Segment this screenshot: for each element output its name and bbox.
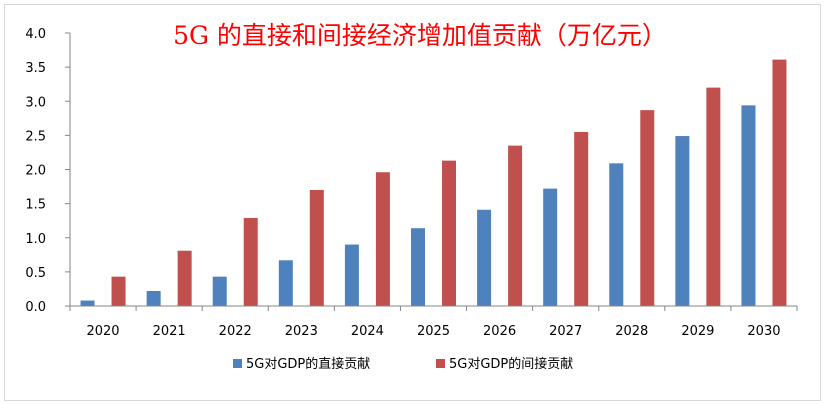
y-tick-label: 0.5 [25, 266, 46, 281]
legend-label-indirect: 5G对GDP的间接贡献 [449, 356, 573, 372]
legend-swatch-indirect [436, 359, 445, 368]
bar-direct [543, 188, 558, 306]
bars-layer [80, 59, 787, 307]
y-tick-label: 2.0 [25, 164, 46, 179]
bar-indirect [309, 189, 324, 306]
bar-direct [146, 290, 161, 306]
x-tick-label: 2024 [351, 324, 384, 339]
bar-indirect [706, 87, 721, 306]
y-tick-label: 3.0 [25, 95, 46, 110]
x-tick-label: 2022 [219, 324, 252, 339]
bar-indirect [243, 217, 258, 306]
x-tick-label: 2029 [681, 324, 714, 339]
bar-direct [411, 228, 425, 306]
legend-label-direct: 5G对GDP的直接贡献 [246, 356, 370, 372]
bar-indirect [772, 59, 787, 307]
bar-direct [344, 244, 359, 306]
bar-indirect [640, 110, 655, 306]
bar-indirect [442, 160, 456, 306]
y-tick-label: 0.0 [25, 300, 46, 315]
y-tick-label: 4.0 [25, 27, 46, 42]
x-tick-label: 2023 [285, 324, 318, 339]
x-tick-label: 2030 [747, 324, 780, 339]
bar-indirect [375, 172, 390, 306]
bar-direct [278, 260, 293, 306]
y-tick-label: 1.5 [25, 198, 46, 213]
y-tick-label: 1.0 [25, 232, 46, 247]
x-tick-label: 2026 [483, 324, 516, 339]
bar-direct [80, 300, 95, 306]
x-tick-label: 2025 [417, 324, 450, 339]
bar-direct [212, 276, 227, 306]
x-tick-label: 2021 [153, 324, 186, 339]
chart-title: 5G 的直接和间接经济增加值贡献（万亿元） [173, 21, 667, 50]
legend-swatch-direct [233, 359, 242, 368]
bar-indirect [508, 145, 523, 306]
bar-indirect [574, 131, 589, 306]
axes-layer: 0.0 0.5 1.0 1.5 2.0 2.5 3.0 3.5 4.0 2020 2021 2022 2… [25, 27, 798, 339]
bar-direct [741, 105, 756, 306]
y-tick-label: 2.5 [25, 129, 46, 144]
bar-indirect [111, 276, 126, 306]
y-tick-label: 3.5 [25, 61, 46, 76]
bar-direct [609, 163, 624, 306]
bar-indirect [177, 250, 192, 306]
x-tick-label: 2020 [86, 324, 119, 339]
legend: 5G对GDP的直接贡献 5G对GDP的间接贡献 [233, 356, 573, 372]
x-tick-label: 2027 [549, 324, 582, 339]
x-tick-label: 2028 [615, 324, 648, 339]
chart-frame [4, 4, 821, 401]
bar-direct [675, 136, 690, 306]
bar-direct [477, 209, 492, 306]
